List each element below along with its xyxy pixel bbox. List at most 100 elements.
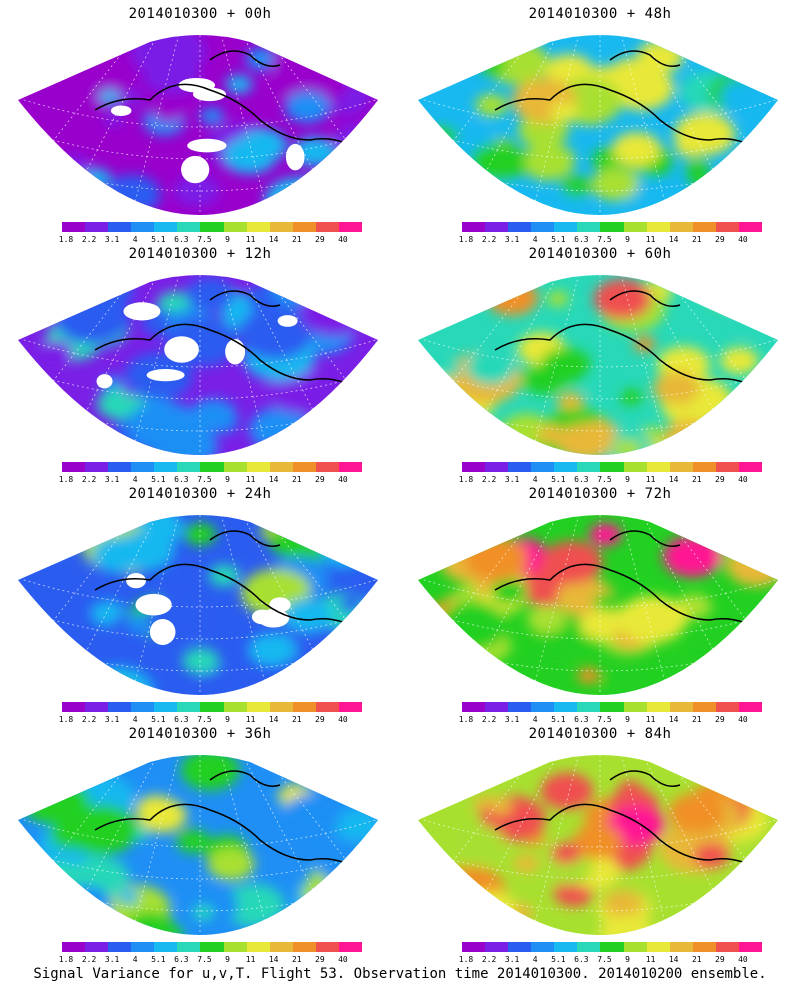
- colorbar-swatch: [292, 222, 316, 232]
- colorbar-tick-label: 21: [691, 955, 702, 964]
- colorbar-tick-label: 2.2: [481, 715, 497, 724]
- colorbar-tick-label: 40: [738, 235, 748, 244]
- colorbar-swatch: [85, 462, 109, 472]
- colorbar-swatch: [623, 702, 647, 712]
- colorbar-swatch: [554, 702, 578, 712]
- colorbar-swatch: [485, 942, 509, 952]
- colorbar-swatch: [646, 942, 670, 952]
- colorbar-tick-label: 11: [245, 475, 256, 484]
- colorbar: [62, 942, 363, 952]
- colorbar-tick-label: 6.3: [574, 955, 589, 964]
- colorbar-swatch: [246, 702, 270, 712]
- colorbar-tick-label: 21: [291, 955, 302, 964]
- colorbar-tick-label: 4: [532, 715, 538, 724]
- colorbar-swatch: [108, 462, 132, 472]
- colorbar-tick-label: 11: [245, 235, 256, 244]
- colorbar-tick-label: 3.1: [504, 715, 520, 724]
- colorbar-swatch: [692, 942, 716, 952]
- panel-title: 2014010300 + 12h: [128, 246, 272, 262]
- coastline: [94, 290, 361, 391]
- panel-title: 2014010300 + 60h: [528, 246, 672, 262]
- colorbar-tick-label: 1.8: [458, 475, 474, 484]
- colorbar-tick-label: 14: [668, 235, 679, 244]
- colorbar-tick-label: 4: [532, 955, 538, 964]
- colorbar-tick-label: 6.3: [174, 955, 189, 964]
- colorbar-tick-label: 5.1: [551, 715, 566, 724]
- colorbar-swatch: [246, 222, 270, 232]
- colorbar-tick-label: 6.3: [174, 235, 189, 244]
- colorbar-swatch: [577, 942, 601, 952]
- colorbar-tick-label: 7.5: [597, 715, 612, 724]
- colorbar-swatch: [531, 462, 555, 472]
- colorbar-tick-label: 9: [225, 715, 230, 724]
- colorbar-tick-label: 2.2: [81, 475, 97, 484]
- colorbar-tick-label: 2.2: [81, 235, 97, 244]
- colorbar-swatch: [462, 702, 486, 712]
- panel-title: 2014010300 + 84h: [528, 726, 672, 742]
- colorbar-tick-label: 1.8: [458, 955, 474, 964]
- colorbar-swatch: [85, 702, 109, 712]
- colorbar: [462, 462, 763, 472]
- colorbar-tick-label: 9: [625, 715, 630, 724]
- colorbar-tick-label: 3.1: [104, 715, 120, 724]
- forecast-panel-84h: 2014010300 + 84h 1.8 2.2 3.1 4 5.1 6.3 7.5 9 11 14…: [400, 720, 800, 970]
- colorbar-swatch: [554, 222, 578, 232]
- colorbar-tick-label: 3.1: [504, 955, 520, 964]
- colorbar-tick-label: 11: [245, 955, 256, 964]
- colorbar-tick-label: 40: [338, 715, 348, 724]
- colorbar-tick-label: 5.1: [151, 475, 166, 484]
- colorbar-tick-label: 7.5: [197, 715, 212, 724]
- colorbar-tick-label: 11: [645, 715, 656, 724]
- colorbar: [462, 702, 763, 712]
- colorbar-swatch: [246, 942, 270, 952]
- colorbar-swatch: [462, 942, 486, 952]
- colorbar: [62, 702, 363, 712]
- colorbar-swatch: [738, 942, 763, 952]
- colorbar-tick-label: 5.1: [151, 715, 166, 724]
- colorbar-swatch: [531, 942, 555, 952]
- colorbar-tick-label: 11: [645, 235, 656, 244]
- colorbar-swatch: [62, 222, 86, 232]
- coastline: [494, 530, 761, 631]
- colorbar-tick-label: 4: [132, 715, 138, 724]
- colorbar-swatch: [462, 222, 486, 232]
- colorbar-swatch: [154, 222, 178, 232]
- colorbar-tick-label: 21: [291, 235, 302, 244]
- colorbar-tick-label: 4: [132, 475, 138, 484]
- colorbar-swatch: [154, 702, 178, 712]
- colorbar-swatch: [577, 462, 601, 472]
- colorbar-tick-label: 1.8: [58, 475, 74, 484]
- colorbar-tick-label: 21: [691, 475, 702, 484]
- colorbar-swatch: [623, 942, 647, 952]
- colorbar-swatch: [508, 462, 532, 472]
- colorbar-swatch: [531, 222, 555, 232]
- colorbar-tick-label: 40: [338, 475, 348, 484]
- variance-map: [18, 35, 378, 215]
- colorbar-tick-label: 14: [268, 715, 279, 724]
- colorbar-swatch: [269, 942, 293, 952]
- forecast-panel-36h: 2014010300 + 36h 1.8 2.2 3.1 4 5.1 6.3 7.5 9 11 14…: [0, 720, 400, 970]
- colorbar-tick-label: 3.1: [504, 475, 520, 484]
- colorbar-tick-label: 40: [338, 955, 348, 964]
- coastline: [94, 50, 361, 151]
- colorbar-swatch: [200, 702, 224, 712]
- colorbar: [462, 222, 763, 232]
- panel-title: 2014010300 + 00h: [128, 6, 272, 22]
- colorbar-swatch: [131, 702, 155, 712]
- colorbar-tick-label: 11: [645, 475, 656, 484]
- colorbar-tick-label: 14: [668, 475, 679, 484]
- colorbar-tick-label: 11: [245, 715, 256, 724]
- colorbar-swatch: [646, 462, 670, 472]
- colorbar-swatch: [600, 462, 624, 472]
- colorbar-tick-label: 2.2: [481, 955, 497, 964]
- coastline: [494, 770, 761, 871]
- colorbar-swatch: [315, 942, 339, 952]
- colorbar-swatch: [338, 222, 363, 232]
- colorbar-swatch: [485, 222, 509, 232]
- colorbar-tick-label: 21: [291, 475, 302, 484]
- colorbar-swatch: [669, 942, 693, 952]
- colorbar-swatch: [269, 462, 293, 472]
- coastline: [94, 530, 361, 631]
- colorbar-tick-label: 14: [268, 475, 279, 484]
- colorbar-tick-label: 3.1: [104, 475, 120, 484]
